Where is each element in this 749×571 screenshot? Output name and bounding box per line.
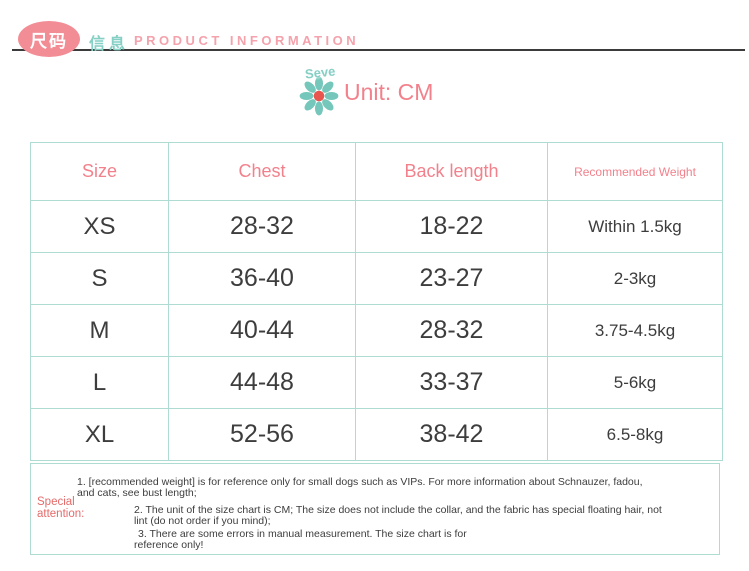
cell-weight: 3.75-4.5kg	[547, 304, 723, 357]
note-item-3: 3. There are some errors in manual measu…	[134, 528, 467, 550]
cell-weight: 2-3kg	[547, 252, 723, 305]
cell-size: XL	[30, 408, 169, 461]
table-row: L 44-48 33-37 5-6kg	[30, 356, 723, 409]
cell-weight: Within 1.5kg	[547, 200, 723, 253]
note-1-line-2: and cats, see bust length;	[77, 486, 197, 499]
flower-icon	[299, 76, 339, 116]
cell-chest: 52-56	[168, 408, 356, 461]
brand-label: Seve	[304, 63, 337, 82]
cell-size: S	[30, 252, 169, 305]
cell-chest: 44-48	[168, 356, 356, 409]
col-header-chest: Chest	[168, 142, 356, 201]
cell-back-length: 33-37	[355, 356, 548, 409]
header-underline	[12, 49, 745, 51]
table-row: M 40-44 28-32 3.75-4.5kg	[30, 304, 723, 357]
cell-chest: 28-32	[168, 200, 356, 253]
unit-label: Unit: CM	[344, 79, 434, 105]
notes-box: Special attention: 1. [recommended weigh…	[30, 463, 720, 555]
size-badge-label: 尺码	[30, 31, 68, 51]
table-row: XS 28-32 18-22 Within 1.5kg	[30, 200, 723, 253]
note-item-2: 2. The unit of the size chart is CM; The…	[134, 505, 662, 526]
note-2-line-1: 2. The unit of the size chart is CM; The…	[134, 504, 662, 516]
special-attention-line2: attention:	[37, 507, 85, 520]
cell-size: M	[30, 304, 169, 357]
col-header-size: Size	[30, 142, 169, 201]
col-header-recommended-weight: Recommended Weight	[547, 142, 723, 201]
cell-size: XS	[30, 200, 169, 253]
table-row: S 36-40 23-27 2-3kg	[30, 252, 723, 305]
flower-petals	[299, 76, 339, 116]
info-label-cn: 信息	[89, 36, 130, 53]
cell-back-length: 38-42	[355, 408, 548, 461]
table-header-row: Size Chest Back length Recommended Weigh…	[30, 142, 723, 201]
cell-back-length: 28-32	[355, 304, 548, 357]
note-item-1: 1. [recommended weight] is for reference…	[77, 477, 643, 498]
cell-back-length: 18-22	[355, 200, 548, 253]
cell-weight: 6.5-8kg	[547, 408, 723, 461]
note-3-line-1: 3. There are some errors in manual measu…	[138, 528, 467, 540]
note-1-line-1: 1. [recommended weight] is for reference…	[77, 476, 643, 488]
size-badge: 尺码	[18, 21, 80, 57]
section-title: PRODUCT INFORMATION	[134, 33, 360, 48]
cell-chest: 40-44	[168, 304, 356, 357]
note-2-line-2: lint (do not order if you mind);	[134, 514, 271, 527]
cell-size: L	[30, 356, 169, 409]
size-chart-table: Size Chest Back length Recommended Weigh…	[30, 142, 723, 461]
cell-weight: 5-6kg	[547, 356, 723, 409]
table-row: XL 52-56 38-42 6.5-8kg	[30, 408, 723, 461]
special-attention-line1: Special	[37, 496, 75, 508]
cell-back-length: 23-27	[355, 252, 548, 305]
special-attention-label: Special attention:	[37, 496, 85, 520]
flower-center	[313, 90, 325, 102]
col-header-back-length: Back length	[355, 142, 548, 201]
cell-chest: 36-40	[168, 252, 356, 305]
note-3-line-2: reference only!	[134, 538, 204, 551]
